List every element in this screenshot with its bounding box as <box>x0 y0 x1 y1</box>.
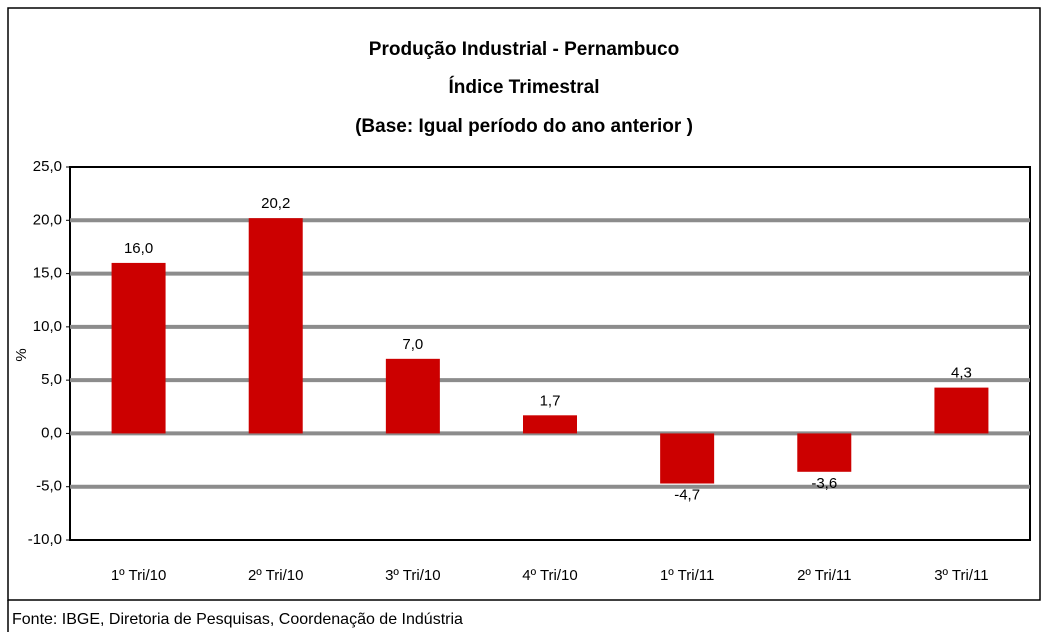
data-label: 16,0 <box>124 240 153 257</box>
y-tick-label: 15,0 <box>33 265 62 282</box>
data-label: 20,2 <box>261 195 290 212</box>
y-tick-label: 10,0 <box>33 318 62 335</box>
data-label: -4,7 <box>674 486 700 503</box>
x-tick-label: 3º Tri/10 <box>385 567 441 584</box>
data-label: 7,0 <box>402 336 423 353</box>
y-tick-label: -5,0 <box>36 478 62 495</box>
y-tick-label: 5,0 <box>41 371 62 388</box>
chart-subtitle: Índice Trimestral <box>448 76 599 98</box>
bar <box>934 387 989 434</box>
bar <box>797 433 852 472</box>
chart-subtitle: (Base: Igual período do ano anterior ) <box>355 116 693 137</box>
x-tick-label: 3º Tri/11 <box>934 567 988 584</box>
data-label: 4,3 <box>951 365 972 382</box>
y-tick-label: -10,0 <box>28 531 62 548</box>
chart-border <box>7 7 1041 601</box>
data-label: 1,7 <box>540 392 561 409</box>
bar <box>523 415 577 434</box>
y-tick-label: 20,0 <box>33 211 62 228</box>
bar <box>385 358 440 434</box>
x-tick-label: 2º Tri/10 <box>248 567 304 584</box>
y-axis-label: % <box>13 348 30 361</box>
y-tick-label: 0,0 <box>41 424 62 441</box>
x-tick-label: 2º Tri/11 <box>797 567 851 584</box>
source-note: Fonte: IBGE, Diretoria de Pesquisas, Coo… <box>12 611 463 628</box>
x-tick-label: 4º Tri/10 <box>522 567 578 584</box>
bar <box>660 433 715 484</box>
bar <box>111 262 166 434</box>
bar <box>248 218 303 434</box>
chart-title: Produção Industrial - Pernambuco <box>369 39 679 60</box>
plot-area <box>69 166 1031 541</box>
data-label: -3,6 <box>811 475 837 492</box>
x-tick-label: 1º Tri/11 <box>660 567 714 584</box>
x-tick-label: 1º Tri/10 <box>111 567 167 584</box>
y-tick-label: 25,0 <box>33 158 62 175</box>
